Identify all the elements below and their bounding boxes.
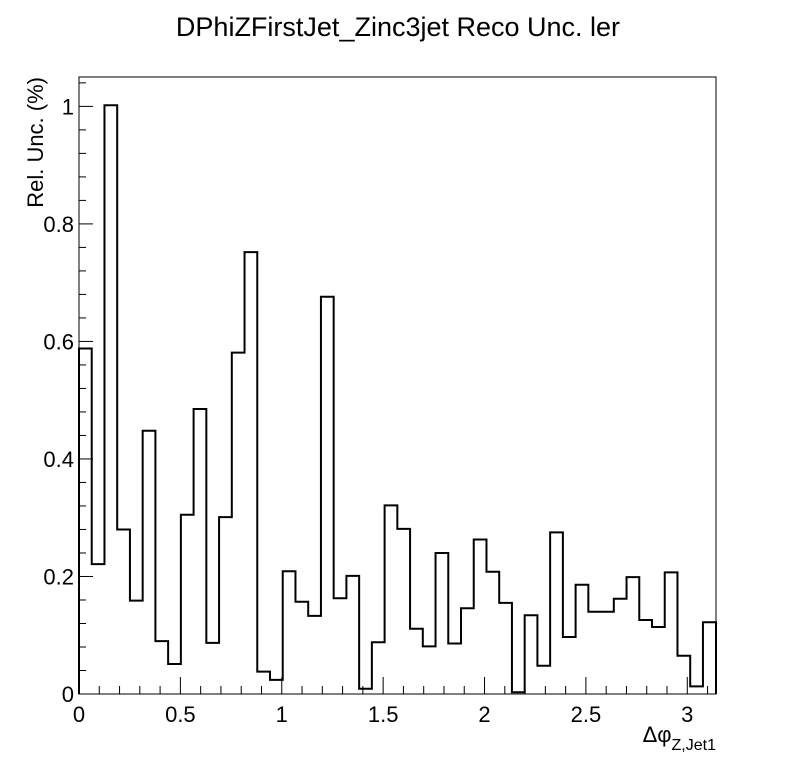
y-tick-label: 1: [62, 94, 74, 119]
x-tick-label: 3: [681, 702, 693, 727]
y-tick-label: 0.6: [43, 329, 74, 354]
y-tick-label: 0.8: [43, 212, 74, 237]
x-tick-label: 2.5: [571, 702, 602, 727]
x-axis: 0 0.5 1 1.5 2 2.5 3: [73, 677, 709, 727]
x-tick-label: 0.5: [165, 702, 196, 727]
x-tick-label: 2: [478, 702, 490, 727]
x-tick-label: 1.5: [368, 702, 399, 727]
plot-frame: [78, 76, 717, 695]
y-tick-label: 0.4: [43, 447, 74, 472]
chart-title: DPhiZFirstJet_Zinc3jet Reco Unc. ler: [176, 12, 620, 42]
histogram-line: [78, 104, 717, 694]
x-axis-label-subscript: Z,Jet1: [672, 737, 717, 754]
y-tick-label: 0: [62, 682, 74, 707]
x-axis-label-main: Δφ: [643, 722, 672, 747]
y-axis: 0 0.2 0.4 0.6 0.8 1: [43, 82, 93, 707]
y-tick-label: 0.2: [43, 564, 74, 589]
x-tick-label: 0: [73, 702, 85, 727]
y-axis-label: Rel. Unc. (%): [23, 77, 48, 208]
x-tick-label: 1: [276, 702, 288, 727]
x-axis-label: ΔφZ,Jet1: [643, 722, 717, 754]
